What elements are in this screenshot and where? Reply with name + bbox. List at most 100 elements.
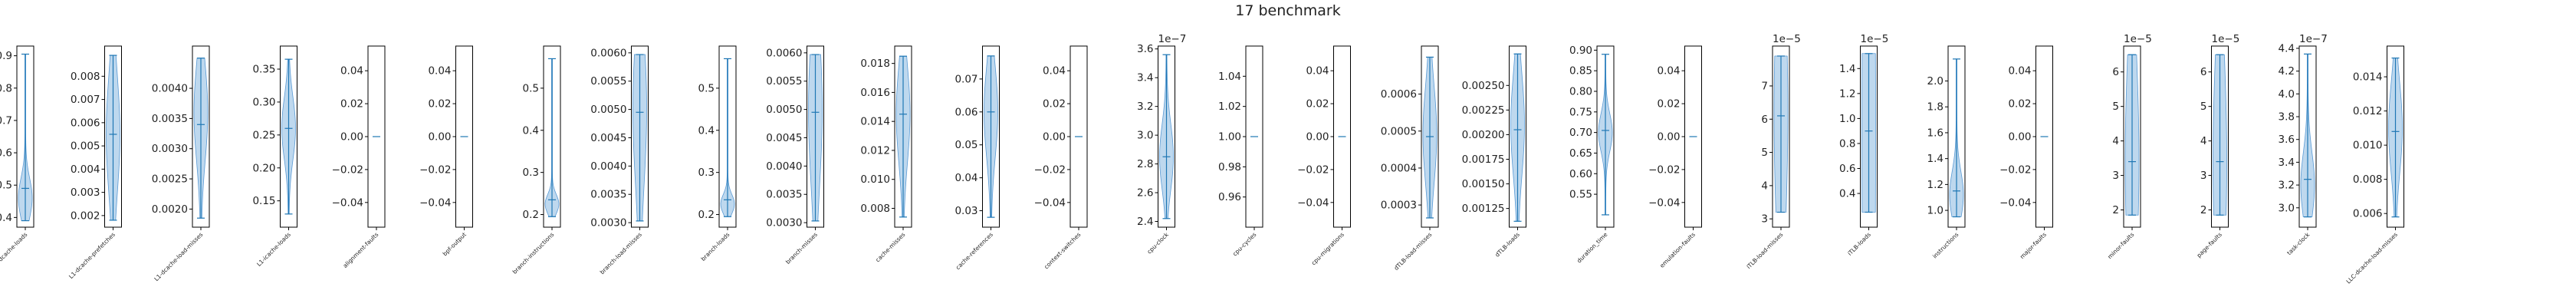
panel-LLC-dcache-load-misses: 0.006 0.008 0.010 0.012 0.014 LLC-dcache-load… <box>2345 45 2404 285</box>
y-tick-label: 1.2 <box>1927 179 1944 191</box>
y-tick-label: 0.00150 <box>1462 178 1505 190</box>
y-tick-label: 5 <box>1761 147 1768 159</box>
y-tick-label: 0.04 <box>1657 65 1680 78</box>
y-tick-label: 0.04 <box>2008 65 2031 78</box>
x-tick-label: L1-dcache-loads <box>0 231 28 269</box>
y-tick-label: 0.5 <box>523 82 539 94</box>
y-tick-label: 0.3 <box>523 167 539 179</box>
y-tick-label: 2 <box>2200 204 2207 216</box>
y-tick-label: 0.00175 <box>1462 154 1505 166</box>
y-tick-label: 0.98 <box>1218 161 1241 173</box>
y-tick-label: 0.04 <box>340 65 363 78</box>
y-tick-label: 0.65 <box>1569 147 1592 160</box>
y-tick-label: 0.04 <box>1043 65 1066 78</box>
panel-cpu-cycles: 0.96 0.98 1.00 1.02 1.04 cpu-cycles <box>1218 45 1263 257</box>
x-tick-label: branch-load-misses <box>599 231 643 276</box>
y-tick-label: 3.6 <box>2279 134 2295 146</box>
y-tick-label: 0.5 <box>0 180 12 192</box>
x-tick-label: branch-loads <box>700 231 731 262</box>
y-tick-label: 0.8 <box>1839 137 1855 150</box>
y-tick-label: 3 <box>1761 213 1768 226</box>
y-tick-label: 0.0035 <box>766 189 802 201</box>
y-tick-label: 4.4 <box>2279 42 2295 54</box>
x-tick-label: duration_time <box>1576 231 1609 265</box>
y-tick-label: −0.04 <box>1999 196 2031 209</box>
y-tick-label: 0.004 <box>71 163 100 176</box>
y-tick-label: 0.4 <box>1839 188 1855 200</box>
axis-offset-label: 1e−5 <box>2212 33 2240 45</box>
y-tick-label: 0.007 <box>71 94 100 106</box>
y-tick-label: 0.00 <box>428 131 451 144</box>
y-tick-label: 2.6 <box>1137 187 1153 200</box>
axis-offset-label: 1e−5 <box>1861 33 1889 45</box>
y-tick-label: 0.55 <box>1569 189 1592 201</box>
panel-L1-icache-loads: 0.15 0.20 0.25 0.30 0.35 L1-icache-loads <box>252 45 297 268</box>
x-tick-label: cache-misses <box>874 231 906 263</box>
y-tick-label: −0.02 <box>332 163 363 176</box>
y-tick-label: 0.00 <box>2008 131 2031 144</box>
x-tick-label: minor-faults <box>2106 231 2135 260</box>
y-tick-label: 0.2 <box>523 209 539 221</box>
y-tick-label: 0.0025 <box>152 173 188 186</box>
y-tick-label: 0.9 <box>0 50 12 62</box>
y-tick-label: 0.005 <box>71 140 100 153</box>
y-tick-label: 0.15 <box>252 195 275 207</box>
y-tick-label: 0.0006 <box>1381 88 1417 101</box>
y-tick-label: 0.0045 <box>590 132 626 144</box>
y-tick-label: 6 <box>2200 66 2207 78</box>
y-tick-label: 0.25 <box>252 129 275 141</box>
y-tick-label: 0.02 <box>340 98 363 111</box>
y-tick-label: 5 <box>2200 101 2207 113</box>
y-tick-label: 0.0035 <box>152 113 188 125</box>
y-tick-label: 0.0030 <box>590 217 626 229</box>
y-tick-label: 0.016 <box>860 87 890 99</box>
y-tick-label: 0.2 <box>698 209 715 221</box>
y-tick-label: −0.04 <box>1648 196 1680 209</box>
y-tick-label: 1.02 <box>1218 101 1241 113</box>
y-tick-label: 2.8 <box>1137 158 1153 170</box>
y-tick-label: 1.04 <box>1218 71 1241 83</box>
y-tick-label: 3.2 <box>2279 180 2295 192</box>
panel-cpu-clock: 2.4 2.6 2.8 3.0 3.2 3.4 3.6 1e−7 cpu-clock <box>1137 33 1186 256</box>
y-tick-label: 0.5 <box>698 82 715 94</box>
y-tick-label: 0.014 <box>860 116 890 128</box>
panel-dTLB-loads: 0.00125 0.00150 0.00175 0.00200 0.00225 0.002… <box>1462 45 1526 259</box>
y-tick-label: 0.02 <box>1043 98 1066 111</box>
panel-context-switches: −0.04 −0.02 0.00 0.02 0.04 context-switches <box>1034 45 1088 270</box>
x-tick-label: page-faults <box>2196 231 2223 259</box>
y-tick-label: 0.0030 <box>152 143 188 155</box>
x-tick-label: cpu-cycles <box>1231 231 1257 257</box>
x-tick-label: L1-dcache-prefetches <box>67 231 117 280</box>
x-tick-label: dTLB-load-misses <box>1392 231 1433 272</box>
y-tick-label: 4 <box>2200 135 2207 147</box>
y-tick-label: 1.4 <box>1839 63 1855 75</box>
y-tick-label: 0.008 <box>860 203 890 215</box>
y-tick-label: 0.3 <box>698 167 715 179</box>
y-tick-label: 0.0020 <box>152 203 188 216</box>
y-tick-label: 0.008 <box>2353 173 2383 186</box>
y-tick-label: 3.0 <box>2279 202 2295 214</box>
y-tick-label: −0.02 <box>419 163 451 176</box>
y-tick-label: 0.0005 <box>1381 125 1417 137</box>
panel-iTLB-load-misses: 3 4 5 6 7 1e−5 iTLB-load-misses <box>1745 33 1800 270</box>
x-tick-label: LLC-dcache-load-misses <box>2345 231 2399 285</box>
y-tick-label: 2.4 <box>1137 216 1153 228</box>
y-tick-label: 0.006 <box>71 117 100 129</box>
y-tick-label: 0.75 <box>1569 106 1592 118</box>
y-tick-label: 0.0040 <box>766 160 802 173</box>
y-tick-label: 0.0040 <box>590 160 626 173</box>
panel-cache-misses: 0.008 0.010 0.012 0.014 0.016 0.018 cache-miss… <box>860 45 912 263</box>
y-tick-label: 0.010 <box>2353 140 2383 152</box>
panel-major-faults: −0.04 −0.02 0.00 0.02 0.04 major-faults <box>1999 45 2053 260</box>
y-tick-label: 1.00 <box>1218 131 1241 144</box>
y-tick-label: 0.7 <box>0 114 12 127</box>
y-tick-label: −0.04 <box>1034 196 1066 209</box>
y-tick-label: 0.008 <box>71 71 100 83</box>
y-tick-label: −0.02 <box>1999 163 2031 176</box>
y-tick-label: 0.04 <box>428 65 451 78</box>
panel-alignment-faults: −0.04 −0.02 0.00 0.02 0.04 alignment-faults <box>332 45 386 269</box>
y-tick-label: 2 <box>2112 204 2119 216</box>
y-tick-label: 0.0060 <box>766 47 802 59</box>
y-tick-label: 4 <box>1761 180 1768 192</box>
y-tick-label: 0.0003 <box>1381 200 1417 212</box>
